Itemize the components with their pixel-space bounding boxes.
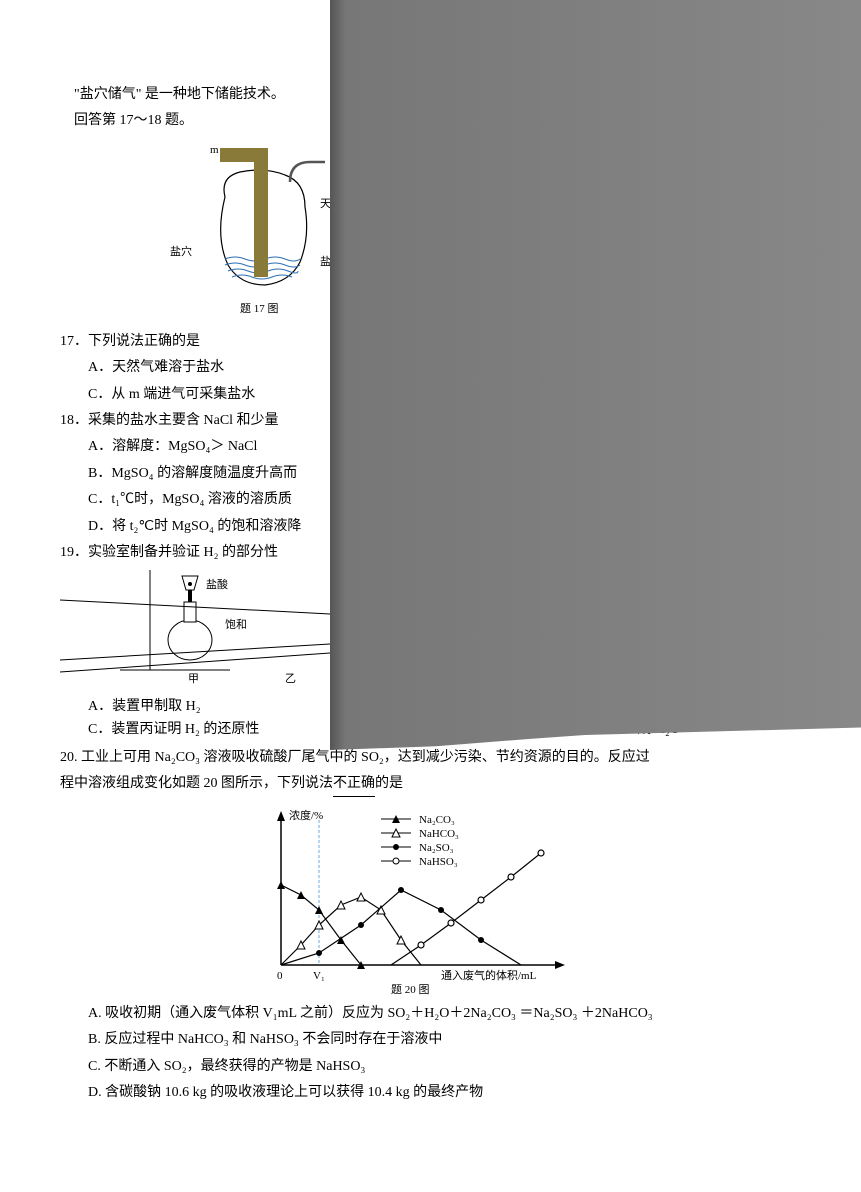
ylabel: 浓度/%: [289, 808, 323, 822]
page-fold-overlay: [330, 0, 861, 750]
q20-stem-2: 程中溶液组成变化如题 20 图所示，下列说法不正确的是: [60, 773, 801, 796]
label-hcl: 盐酸: [206, 577, 228, 591]
q20-a: A. 吸收初期（通入废气体积 V₁mL 之前）反应为 SO₂＋H₂O＋2Na₂C…: [60, 1003, 801, 1025]
q20-d: D. 含碳酸钠 10.6 kg 的吸收液理论上可以获得 10.4 kg 的最终产…: [60, 1082, 801, 1104]
label-m: m: [210, 144, 219, 156]
label-cave: 盐穴: [170, 244, 192, 258]
legend-c: Na₂SO₃: [419, 842, 454, 854]
diagram-20: Na₂CO₃ NaHCO₃ Na₂SO₃ NaHSO₃ 浓度/% 0 V₁ 通入…: [241, 805, 621, 995]
q20-b: B. 反应过程中 NaHCO₃ 和 NaHSO₃ 不会同时存在于溶液中: [60, 1029, 801, 1051]
label-jia: 甲: [188, 673, 199, 685]
v1-label: V₁: [313, 970, 325, 982]
q20-stem-2b: 的是: [375, 776, 403, 791]
q20-c: C. 不断通入 SO₂，最终获得的产物是 NaHSO₃: [60, 1056, 801, 1078]
q20-stem-1: 20. 工业上可用 Na₂CO₃ 溶液吸收硫酸厂尾气中的 SO₂，达到减少污染、…: [60, 747, 801, 769]
xlabel: 通入废气的体积/mL: [441, 968, 537, 982]
legend-d: NaHSO₃: [419, 856, 458, 868]
caption-20: 题 20 图: [391, 983, 430, 995]
legend-a: Na₂CO₃: [419, 814, 455, 826]
label-sat: 饱和: [225, 617, 247, 631]
caption-17: 题 17 图: [240, 302, 279, 315]
zero-label: 0: [277, 970, 283, 982]
label-brine: 盐: [320, 255, 331, 268]
label-yi: 乙: [285, 672, 296, 685]
legend-b: NaHCO₃: [419, 828, 459, 840]
q20-stem-underline: 不正确: [333, 773, 375, 796]
q20-stem-2a: 程中溶液组成变化如题 20 图所示，下列说法: [60, 776, 333, 791]
